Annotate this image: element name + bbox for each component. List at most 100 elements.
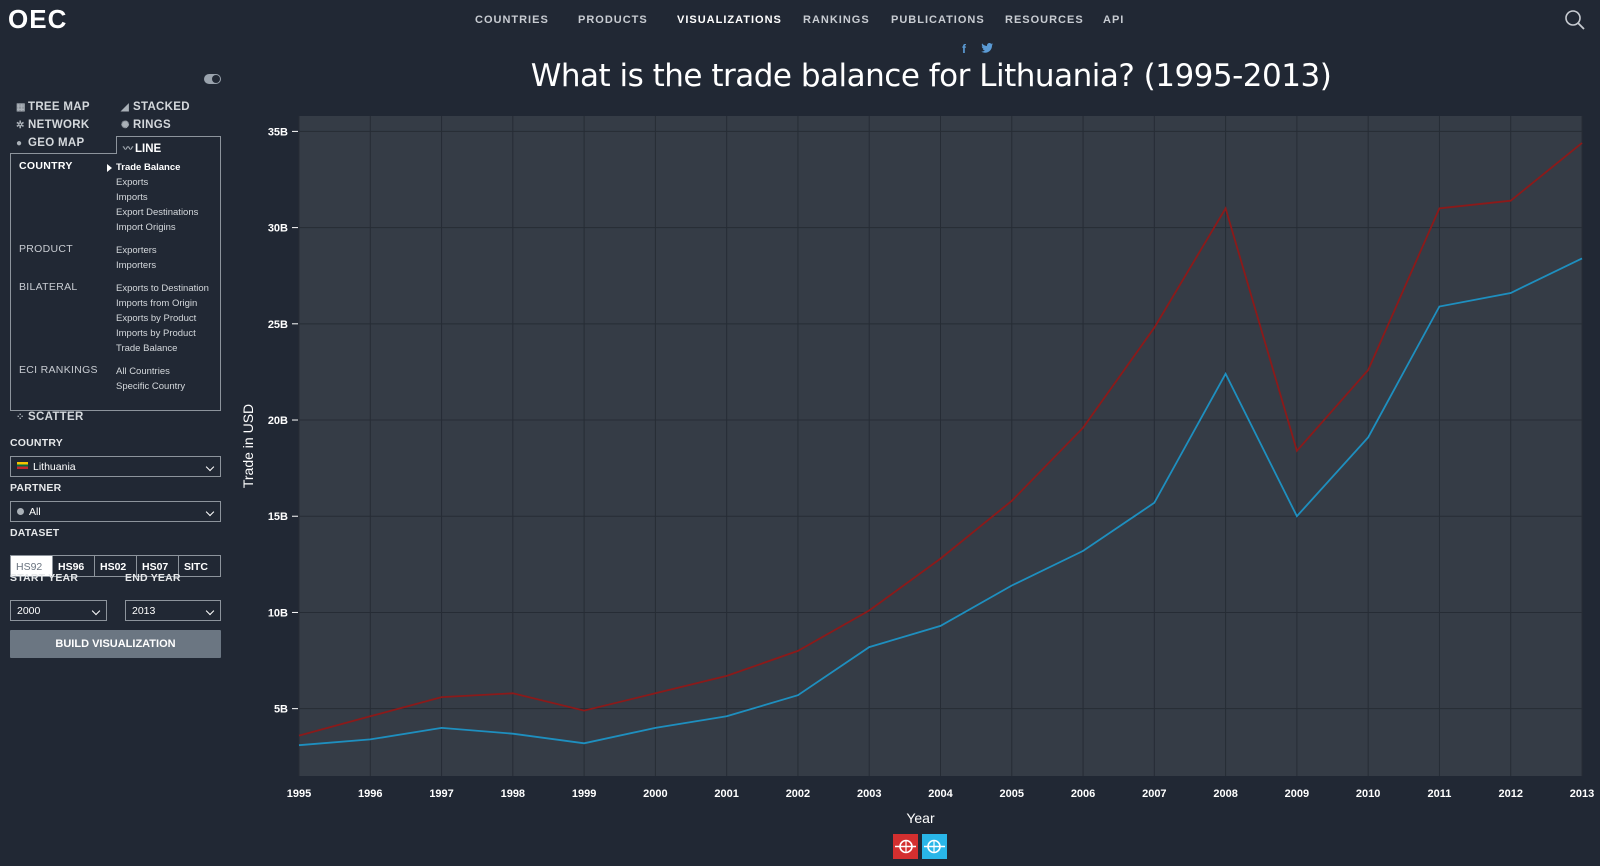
dataset-hs02[interactable]: HS02 — [95, 556, 137, 576]
x-tick-label: 2011 — [1428, 788, 1452, 800]
nav-visualizations[interactable]: VISUALIZATIONS — [677, 14, 782, 26]
series — [298, 142, 1583, 747]
x-tick-label: 2005 — [1000, 788, 1024, 800]
y-tick-label: 10B — [268, 607, 288, 619]
x-tick-label: 2010 — [1356, 788, 1380, 800]
viz-type-tree-map[interactable]: ▦ TREE MAP — [16, 101, 90, 113]
nav-countries[interactable]: COUNTRIES — [475, 14, 549, 26]
build-visualization-button[interactable]: BUILD VISUALIZATION — [10, 630, 221, 658]
link-imports-by-product[interactable]: Imports by Product — [116, 328, 196, 339]
x-axis-label: Year — [906, 810, 935, 826]
link-all-countries[interactable]: All Countries — [116, 366, 170, 377]
main-nav: COUNTRIES PRODUCTS VISUALIZATIONS RANKINGS P… — [0, 14, 1600, 28]
dataset-sitc[interactable]: SITC — [184, 561, 208, 573]
dataset-hs96[interactable]: HS96 — [53, 556, 95, 576]
x-tick-label: 2013 — [1570, 788, 1594, 800]
imports-legend-button[interactable] — [922, 834, 947, 859]
category-country[interactable]: COUNTRY — [19, 160, 73, 172]
nav-rankings[interactable]: RANKINGS — [803, 14, 870, 26]
exports-legend-button[interactable] — [893, 834, 918, 859]
tree-map-icon: ▦ — [16, 102, 26, 113]
dataset-hs07[interactable]: HS07 — [137, 556, 179, 576]
twitter-icon[interactable] — [981, 42, 994, 56]
line-options-panel — [10, 153, 221, 411]
viz-type-geo-map[interactable]: ● GEO MAP — [16, 137, 85, 149]
oec-logo[interactable]: OEC — [8, 4, 68, 34]
imports-line — [298, 257, 1583, 747]
start-year-select[interactable]: 2000 — [10, 600, 107, 621]
x-axis: 1995 1996 1997 1998 1999 2000 2001 2002 2003 2004… — [287, 788, 1594, 800]
start-year-label: START YEAR — [10, 572, 79, 584]
y-tick-label: 15B — [268, 511, 288, 523]
exports-icon — [893, 834, 918, 859]
x-tick-label: 2001 — [714, 788, 738, 800]
link-trade-balance[interactable]: Trade Balance — [106, 162, 181, 173]
dataset-label: DATASET — [10, 527, 60, 539]
x-tick-label: 1996 — [358, 788, 382, 800]
viz-type-line[interactable]: 〰 LINE — [116, 136, 221, 155]
category-eci-rankings[interactable]: ECI RANKINGS — [19, 364, 98, 376]
link-imports[interactable]: Imports — [116, 192, 148, 203]
geo-map-icon: ● — [16, 138, 23, 149]
chart-legend — [893, 834, 947, 859]
x-tick-label: 2007 — [1142, 788, 1166, 800]
grid — [298, 116, 1583, 776]
social-share: f — [962, 42, 1005, 56]
x-tick-label: 1998 — [501, 788, 525, 800]
end-year-select[interactable]: 2013 — [125, 600, 221, 621]
facebook-icon[interactable]: f — [962, 42, 966, 56]
link-exporters[interactable]: Exporters — [116, 245, 157, 256]
link-importers[interactable]: Importers — [116, 260, 157, 271]
network-icon: ✲ — [16, 120, 25, 131]
link-export-destinations[interactable]: Export Destinations — [116, 207, 199, 218]
viz-type-stacked[interactable]: ◢ STACKED — [121, 101, 190, 113]
country-select[interactable]: Lithuania — [10, 456, 221, 477]
link-specific-country[interactable]: Specific Country — [116, 381, 186, 392]
category-bilateral[interactable]: BILATERAL — [19, 281, 78, 293]
nav-publications[interactable]: PUBLICATIONS — [891, 14, 985, 26]
x-tick-label: 1999 — [572, 788, 596, 800]
link-exports-to-destination[interactable]: Exports to Destination — [116, 283, 209, 294]
x-tick-label: 2002 — [786, 788, 810, 800]
exports-line — [298, 142, 1583, 737]
search-icon[interactable] — [1564, 9, 1586, 31]
end-year-label: END YEAR — [125, 572, 181, 584]
viz-type-rings[interactable]: ✺ RINGS — [121, 119, 171, 131]
y-tick-label: 25B — [268, 319, 288, 331]
dataset-toggle: HS92 HS96 HS02 HS07 SITC — [10, 555, 221, 577]
y-axis: 5B 10B 15B 20B 25B 30B 35B — [268, 126, 298, 716]
x-tick-label: 2008 — [1213, 788, 1237, 800]
viz-type-scatter[interactable]: ⁘ SCATTER — [16, 411, 84, 423]
dataset-hs92[interactable]: HS92 — [11, 556, 53, 576]
category-product[interactable]: PRODUCT — [19, 243, 74, 255]
world-dot-icon — [17, 508, 24, 515]
x-tick-label: 2003 — [857, 788, 881, 800]
viz-type-network[interactable]: ✲ NETWORK — [16, 119, 90, 131]
scatter-icon: ⁘ — [16, 412, 25, 423]
link-exports-by-product[interactable]: Exports by Product — [116, 313, 197, 324]
link-import-origins[interactable]: Import Origins — [116, 222, 176, 233]
link-bilateral-trade-balance[interactable]: Trade Balance — [116, 343, 178, 354]
y-axis-label: Trade in USD — [240, 404, 256, 488]
nav-api[interactable]: API — [1103, 14, 1125, 26]
y-tick-label: 5B — [274, 704, 288, 716]
sidebar-toggle[interactable] — [204, 74, 221, 84]
y-tick-label: 20B — [268, 415, 288, 427]
partner-select[interactable]: All — [10, 501, 221, 522]
x-tick-label: 1995 — [287, 788, 311, 800]
rings-icon: ✺ — [121, 120, 130, 131]
link-imports-from-origin[interactable]: Imports from Origin — [116, 298, 198, 309]
y-tick-label: 30B — [268, 223, 288, 235]
x-tick-label: 1997 — [429, 788, 453, 800]
x-tick-label: 2004 — [928, 788, 953, 800]
nav-products[interactable]: PRODUCTS — [578, 14, 648, 26]
x-tick-label: 2012 — [1498, 788, 1522, 800]
link-exports[interactable]: Exports — [116, 177, 149, 188]
x-tick-label: 2000 — [643, 788, 667, 800]
lithuania-flag-icon — [17, 462, 28, 469]
x-tick-label: 2006 — [1071, 788, 1095, 800]
imports-icon — [922, 834, 947, 859]
nav-resources[interactable]: RESOURCES — [1005, 14, 1084, 26]
country-label: COUNTRY — [10, 437, 63, 449]
